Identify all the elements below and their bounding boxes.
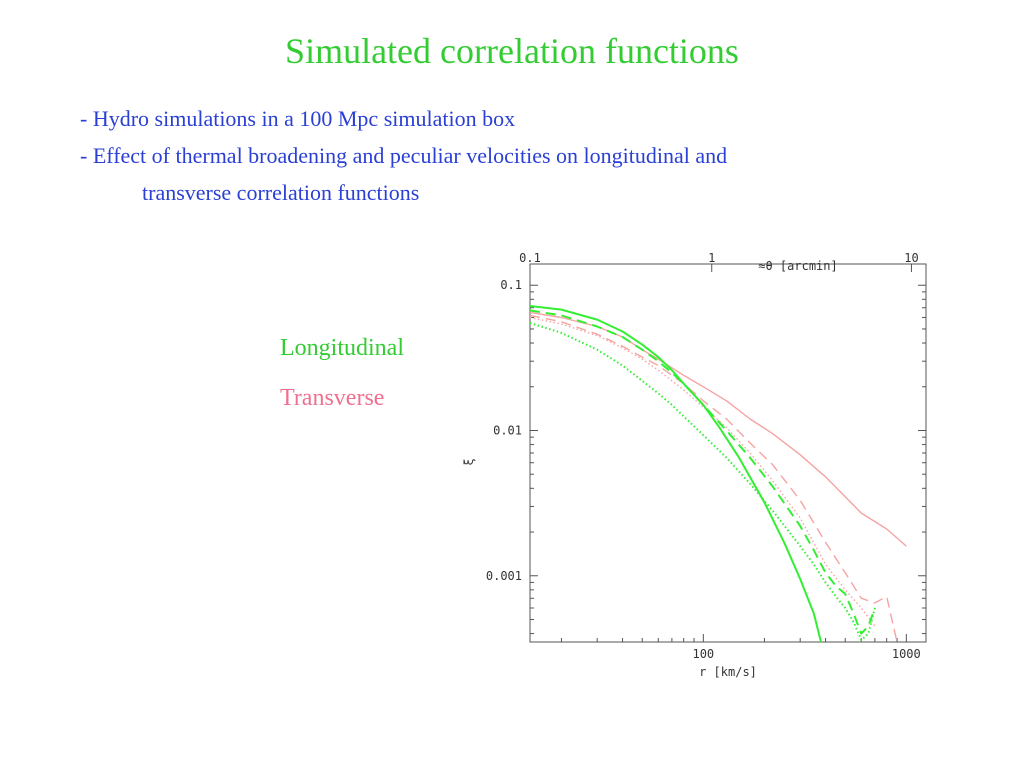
bullet-list: - Hydro simulations in a 100 Mpc simulat… — [80, 100, 980, 211]
slide-title: Simulated correlation functions — [285, 31, 739, 71]
top-tick-label: 1 — [708, 251, 715, 265]
y-tick-label: 0.001 — [486, 569, 522, 583]
y-tick-label: 0.1 — [500, 278, 522, 292]
y-tick-label: 0.01 — [493, 423, 522, 437]
y-axis-label: ξ — [462, 458, 476, 465]
top-tick-label: 0.1 — [519, 251, 541, 265]
bullet-item: - Effect of thermal broadening and pecul… — [80, 143, 728, 168]
bullet-item: - Hydro simulations in a 100 Mpc simulat… — [80, 106, 516, 131]
x-tick-label: 100 — [692, 647, 714, 661]
top-tick-label: 10 — [904, 251, 918, 265]
plot-frame — [529, 263, 927, 643]
longitudinal-dotted-series-line — [529, 321, 876, 642]
legend-transverse-label: Transverse — [280, 385, 385, 411]
top-axis-label: ≈θ [arcmin] — [758, 259, 837, 273]
transverse-dashed-series-line — [529, 314, 898, 643]
transverse-dotted-series-line — [529, 316, 876, 627]
longitudinal-dashed-series-line — [529, 309, 876, 635]
correlation-plot: 100 1000 0.1 0.01 0.001 0.1 1 10 ≈θ [arcmin] r … — [462, 251, 927, 679]
x-axis-label: r [km/s] — [699, 665, 757, 679]
bullet-item-continuation: transverse correlation functions — [142, 180, 420, 205]
x-tick-label: 1000 — [892, 647, 921, 661]
transverse-solid-series-line — [529, 311, 907, 547]
legend-longitudinal-label: Longitudinal — [280, 335, 404, 361]
axis-ticks: 100 1000 0.1 0.01 0.001 0.1 1 10 — [486, 251, 926, 661]
series-layer — [529, 305, 907, 643]
longitudinal-solid-series-line — [529, 305, 822, 643]
